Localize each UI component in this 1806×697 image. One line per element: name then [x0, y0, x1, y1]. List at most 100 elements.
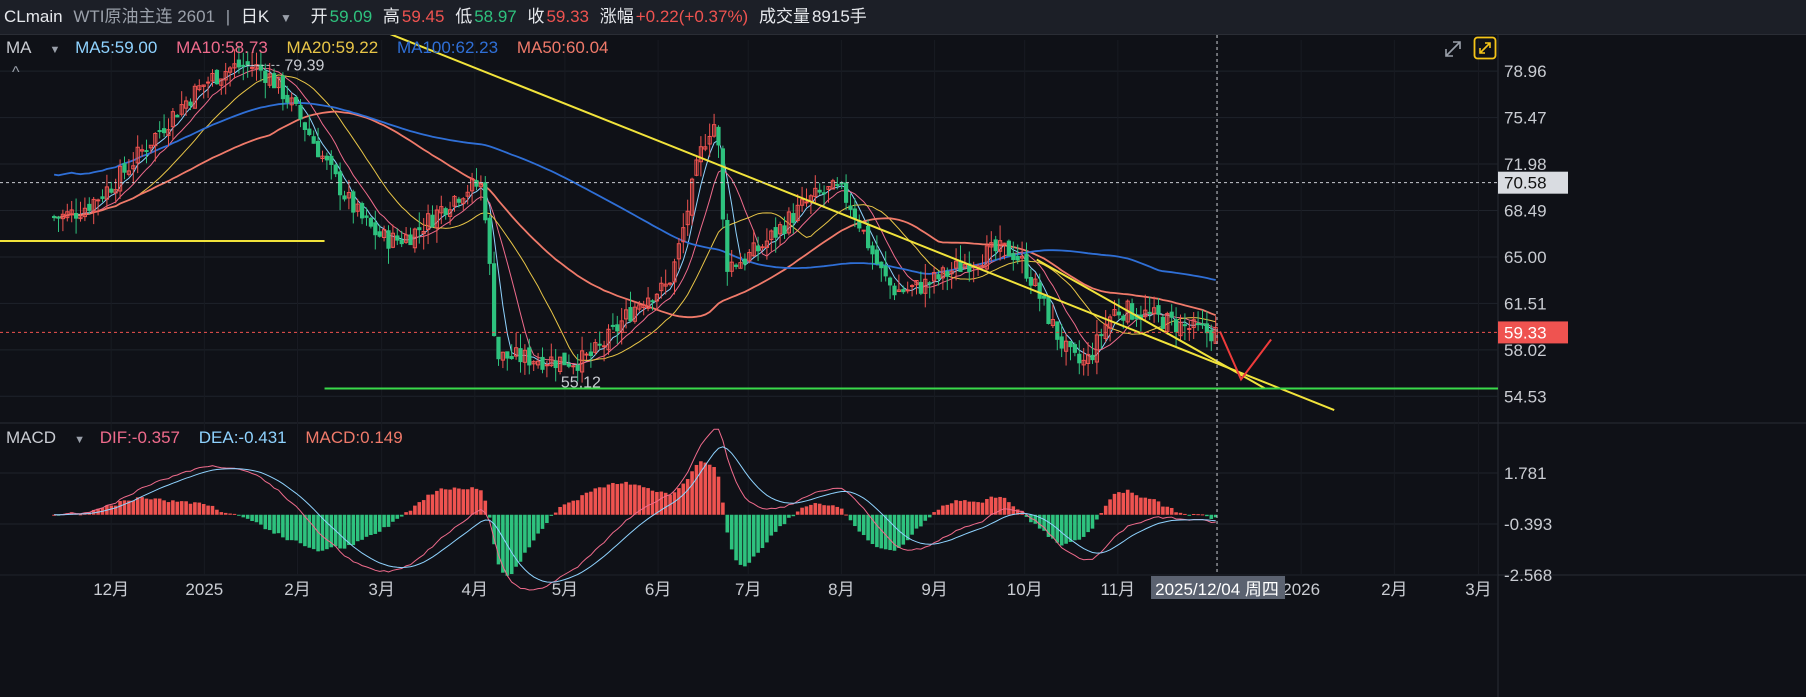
candle-body [276, 76, 281, 89]
macd-histogram-bar [725, 514, 730, 533]
close-label: 收 [527, 7, 545, 26]
macd-histogram-bar [936, 509, 941, 515]
chevron-down-icon[interactable]: ▼ [280, 11, 292, 25]
macd-histogram-bar [1205, 514, 1209, 517]
collapse-icon[interactable]: ^ [12, 64, 20, 81]
macd-histogram-bar [606, 484, 611, 515]
macd-histogram-bar [773, 514, 778, 532]
candle-body [324, 155, 329, 161]
macd-histogram-bar [685, 479, 690, 515]
candle-body [421, 230, 426, 235]
macd-histogram-bar [897, 514, 901, 548]
macd-histogram-bar [527, 514, 532, 548]
candle-body [65, 211, 70, 219]
macd-histogram-bar [778, 514, 782, 527]
macd-histogram-bar [892, 514, 897, 551]
candle-body [650, 300, 655, 303]
candle-body [518, 348, 523, 363]
macd-histogram-bar [1103, 505, 1108, 515]
candle-body [359, 203, 365, 219]
candle-body [786, 211, 791, 234]
candle-body [1200, 323, 1205, 326]
macd-histogram-bar [417, 502, 422, 515]
candle-body [1006, 240, 1011, 257]
macd-histogram-bar [140, 497, 144, 515]
candle-body [465, 191, 470, 197]
candle-body [100, 196, 105, 199]
candle-body [879, 261, 884, 269]
macd-histogram-bar [549, 514, 554, 516]
macd-indicator-label[interactable]: MACD [6, 428, 57, 447]
macd-histogram-bar [1033, 514, 1038, 524]
open-value: 59.09 [329, 7, 373, 26]
candle-body [1068, 340, 1073, 348]
kline-chart[interactable]: 78.96 75.47 71.98 68.49 65.00 61.51 58.02 54.53… [0, 35, 1806, 697]
candle-body [474, 180, 479, 187]
macd-histogram-bar [1196, 514, 1200, 516]
macd-histogram-bar [743, 514, 747, 567]
candle-body [1059, 336, 1064, 349]
macd-histogram-bar [179, 501, 184, 515]
low-label: 低 [455, 7, 473, 26]
time-tick-label: 10月 [1007, 580, 1043, 599]
ma20-value: MA20:59.22 [286, 38, 379, 57]
candle-body [641, 304, 646, 309]
macd-histogram-bar [509, 514, 514, 575]
candle-body [346, 192, 351, 199]
macd-histogram-bar [219, 512, 224, 515]
chevron-down-icon[interactable]: ▼ [74, 434, 85, 446]
macd-histogram-bar [611, 482, 615, 515]
candle-body [1019, 255, 1025, 259]
candle-body [205, 81, 211, 84]
macd-histogram-bar [949, 503, 954, 515]
ma100-value: MA100:62.23 [396, 38, 499, 57]
dif-line [54, 428, 1216, 591]
macd-tick-label: -0.393 [1504, 515, 1552, 534]
macd-histogram-bar [228, 513, 232, 515]
symbol-code[interactable]: CLmain [4, 7, 63, 26]
candle-body [804, 201, 809, 204]
macd-histogram-bar [171, 500, 175, 515]
change-value: +0.22(+0.37%) [635, 7, 749, 26]
candle-body [905, 289, 910, 292]
candle-body [1094, 334, 1099, 363]
macd-histogram-bar [210, 505, 215, 515]
macd-histogram-bar [241, 514, 246, 518]
macd-histogram-bar [250, 514, 254, 522]
candle-body [623, 309, 629, 320]
candle-body [676, 243, 681, 260]
symbol-name[interactable]: WTI原油主连 2601 [73, 7, 216, 26]
candle-body [848, 205, 853, 210]
candle-body [615, 324, 620, 332]
candle-body [579, 350, 585, 373]
fullscreen-icon[interactable] [1473, 36, 1497, 60]
macd-histogram-bar [800, 507, 804, 515]
candle-body [122, 163, 127, 173]
macd-histogram-bar [448, 489, 452, 515]
time-tick-label: 3月 [1465, 580, 1491, 599]
candle-body [887, 277, 893, 286]
macd-histogram-bar [263, 514, 268, 530]
candle-body [487, 217, 492, 264]
macd-histogram-bar [1130, 492, 1134, 515]
candle-body [522, 349, 527, 363]
macd-histogram-bar [861, 514, 866, 536]
candle-body [923, 278, 928, 294]
macd-histogram-bar [791, 514, 796, 517]
period-selector[interactable]: 日K [240, 7, 270, 26]
candle-body [1055, 321, 1060, 340]
macd-histogram-bar [329, 514, 334, 548]
candle-body [729, 261, 734, 272]
chevron-down-icon[interactable]: ▼ [49, 44, 61, 56]
price-tick-label: 75.47 [1504, 109, 1547, 128]
macd-histogram-bar [809, 504, 813, 515]
candle-body [513, 347, 519, 357]
candle-body [1028, 276, 1033, 286]
candle-body [364, 215, 369, 218]
ma-indicator-label[interactable]: MA [6, 38, 32, 57]
candle-body [1151, 307, 1157, 315]
expand-icon[interactable] [1442, 38, 1464, 60]
high-label: 高 [382, 7, 400, 26]
macd-histogram-bar [399, 514, 404, 517]
macd-histogram-bar [540, 514, 545, 529]
